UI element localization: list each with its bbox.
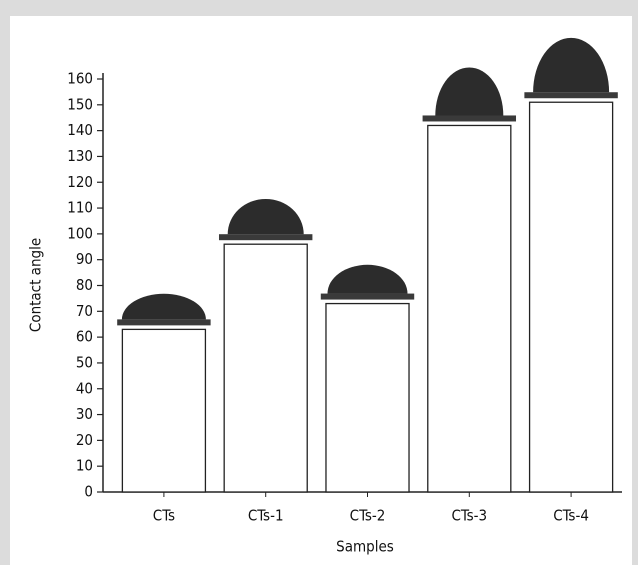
- y-tick-label: 30: [76, 405, 93, 423]
- y-tick-label: 100: [67, 224, 93, 242]
- droplet-stage: [524, 92, 617, 98]
- y-tick-label: 80: [76, 276, 93, 294]
- y-tick-label: 60: [76, 328, 93, 346]
- x-tick-label: CTs-2: [350, 507, 386, 525]
- y-tick-label: 130: [67, 147, 93, 165]
- y-tick-label: 20: [76, 431, 93, 449]
- y-tick-label: 160: [67, 70, 93, 88]
- x-tick-label: CTs-3: [451, 507, 487, 525]
- y-axis-label: Contact angle: [27, 238, 45, 332]
- bar: [122, 329, 205, 492]
- y-tick-label: 120: [67, 173, 93, 191]
- x-tick-label: CTs: [153, 507, 175, 525]
- bar: [428, 125, 511, 492]
- chart: Contact angle Samples 0 10 20 30 40 50 60 70 80 9…: [0, 0, 638, 565]
- droplet-stage: [219, 234, 312, 240]
- x-tick-label: CTs-4: [553, 507, 589, 525]
- page: Contact angle Samples 0 10 20 30 40 50 60 70 80 9…: [0, 0, 638, 565]
- x-tick-label: CTs-1: [248, 507, 284, 525]
- bar: [326, 304, 409, 492]
- y-tick-label: 0: [84, 483, 93, 501]
- droplet-stage: [423, 115, 516, 121]
- bar: [530, 102, 613, 492]
- bar: [224, 244, 307, 492]
- droplet-stage: [117, 319, 210, 325]
- y-tick-label: 10: [76, 457, 93, 475]
- y-tick-label: 40: [76, 379, 93, 397]
- y-tick-label: 110: [67, 199, 93, 217]
- x-axis-label: Samples: [336, 538, 394, 556]
- droplet-stage: [321, 294, 414, 300]
- y-tick-label: 70: [76, 302, 93, 320]
- y-tick-label: 50: [76, 353, 93, 371]
- y-tick-label: 90: [76, 250, 93, 268]
- y-tick-label: 150: [67, 95, 93, 113]
- y-tick-label: 140: [67, 121, 93, 139]
